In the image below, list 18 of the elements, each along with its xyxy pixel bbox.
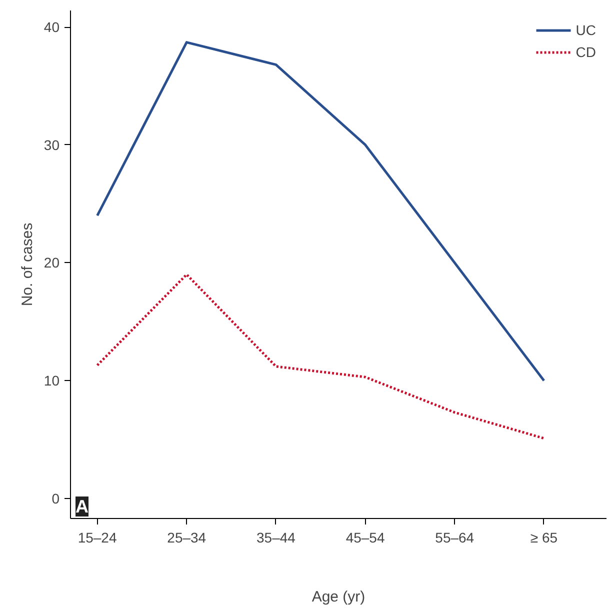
x-tick-label: 55–64 [435, 530, 474, 546]
x-tick-label: 45–54 [346, 530, 385, 546]
y-tick-label: 40 [44, 19, 60, 35]
y-axis-title: No. of cases [18, 222, 36, 306]
x-tick-label: 15–24 [78, 530, 117, 546]
x-axis-title: Age (yr) [312, 588, 366, 606]
x-tick-label: ≥ 65 [530, 530, 558, 546]
y-tick-label: 20 [44, 254, 60, 271]
line-series [96, 273, 546, 440]
line-series [96, 41, 546, 382]
legend-label: UC [576, 22, 596, 38]
x-tick-label: 35–44 [256, 530, 296, 546]
y-tick-label: 30 [44, 136, 60, 153]
x-tick-label: 25–34 [167, 530, 206, 546]
annotation: A [76, 496, 88, 516]
y-tick-label: 0 [52, 490, 60, 506]
y-tick-label: 10 [44, 372, 60, 389]
legend-label: CD [576, 44, 596, 60]
